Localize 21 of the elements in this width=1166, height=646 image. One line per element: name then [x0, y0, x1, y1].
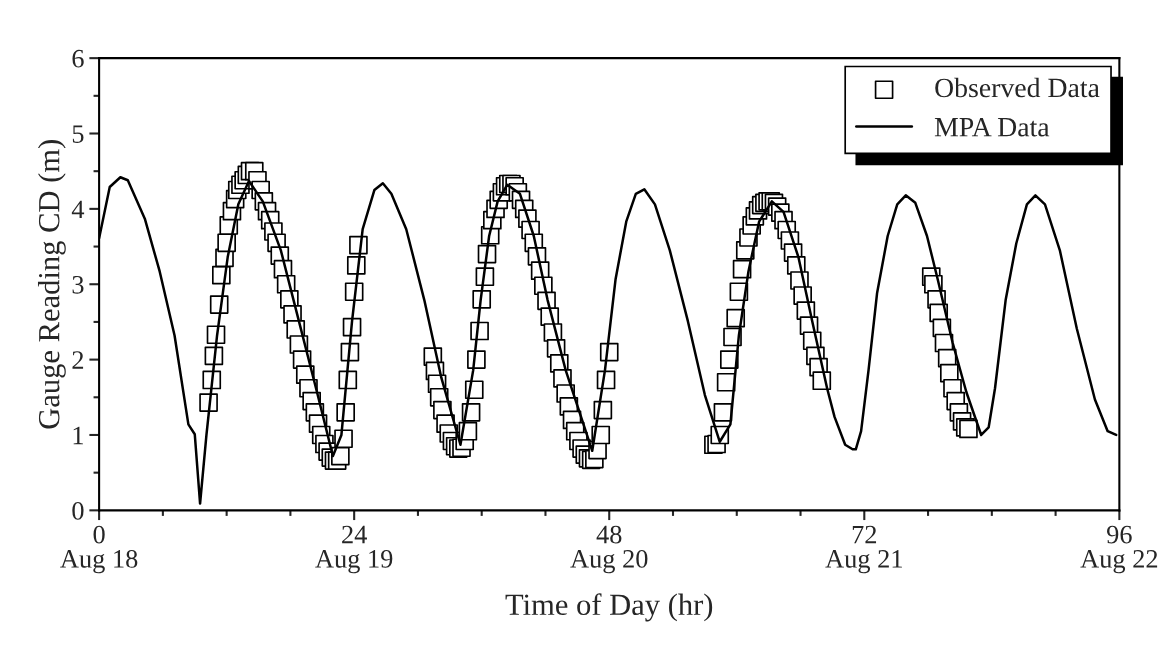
y-tick-label: 2	[72, 351, 84, 369]
y-tick-label: 4	[71, 200, 85, 219]
y-tick-label: 1	[73, 426, 83, 445]
legend-label: MPA Data	[934, 117, 1050, 137]
x-tick-label: 48	[596, 525, 622, 544]
y-tick-label: 6	[72, 49, 84, 68]
x2-tick-label: Aug 19	[315, 550, 393, 574]
x2-tick-label: Aug 22	[1080, 550, 1158, 574]
legend-label: Observed Data	[935, 77, 1100, 98]
x-tick-label: 24	[342, 525, 367, 544]
x-tick-label: 72	[852, 525, 877, 544]
x-tick-label: 96	[1107, 525, 1132, 544]
y-axis-title: Gauge Reading CD (m)	[37, 140, 66, 429]
y-tick-label: 3	[72, 275, 84, 294]
x2-tick-label: Aug 20	[570, 549, 648, 574]
x2-tick-label: Aug 18	[60, 549, 138, 574]
y-tick-label: 5	[72, 125, 84, 143]
y-tick-label: 0	[72, 501, 84, 520]
x-tick-label: 0	[93, 525, 105, 544]
x-axis-title: Time of Day (hr)	[505, 593, 713, 622]
x2-tick-label: Aug 21	[825, 550, 902, 574]
